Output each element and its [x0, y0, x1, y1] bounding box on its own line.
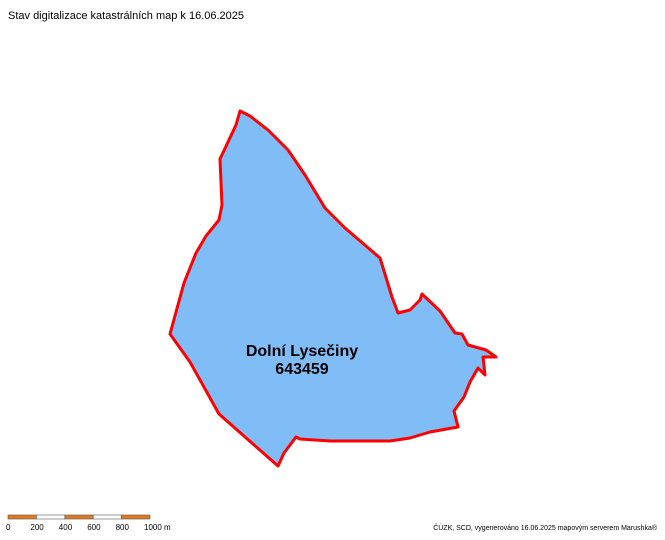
attribution: ČÚZK, SCD, vygenerováno 16.06.2025 mapov… — [433, 523, 658, 532]
scale-label: 600 — [87, 523, 101, 532]
scale-label: 0 — [6, 523, 11, 532]
scale-segment — [64, 514, 94, 520]
scale-label: 800 — [116, 523, 130, 532]
scale-label: 400 — [59, 523, 73, 532]
scale-segment — [7, 514, 37, 520]
map-title: Stav digitalizace katastrálních map k 16… — [8, 10, 244, 22]
scale-segment — [121, 514, 151, 520]
scale-segment — [92, 514, 122, 520]
scale-segment — [36, 514, 66, 520]
area-name: Dolní Lysečiny — [246, 343, 358, 360]
scale-bar: 0 200 400 600 800 1000 m — [6, 514, 171, 532]
cadastral-area — [168, 109, 498, 468]
area-code: 643459 — [275, 361, 328, 378]
scale-label: 200 — [30, 523, 44, 532]
scale-label: 1000 m — [144, 523, 171, 532]
